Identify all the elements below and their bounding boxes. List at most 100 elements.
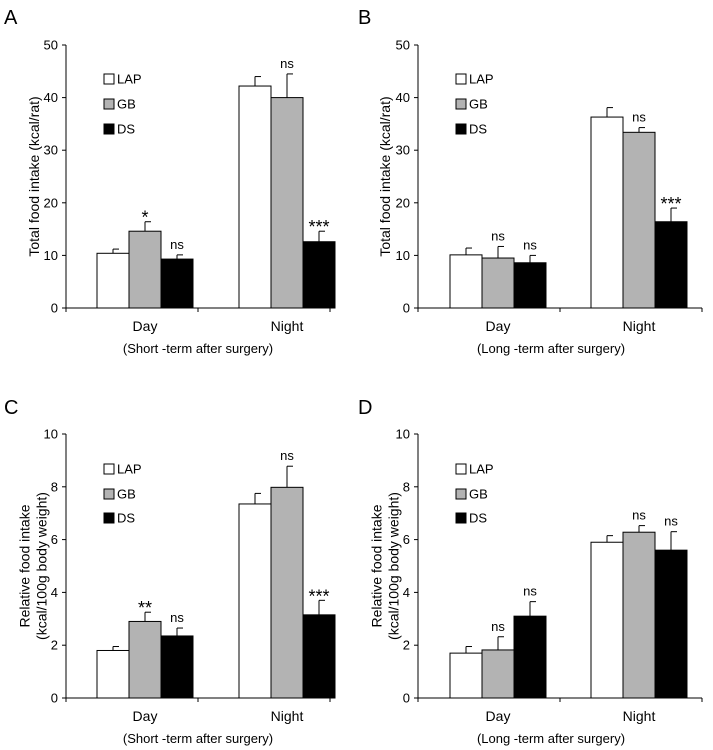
bar-gb-day [128,620,162,699]
bar-lap-day [96,252,130,309]
y-tick-label: 0 [51,301,58,316]
category-label: Night [623,708,656,724]
y-tick-label: 30 [396,143,410,158]
chart-panel-b: B 0 10 20 30 40 50 Total food intake (kcal/rat)… [358,7,703,356]
y-tick-label: 0 [403,691,410,706]
significance-label: ns [280,448,294,463]
bar-ds-day [513,262,547,309]
y-tick-label: 8 [51,479,58,494]
y-tick-label: 40 [44,90,58,105]
category-label: Day [486,318,511,334]
significance-label: ns [280,56,294,71]
bar-ds-night [302,614,336,699]
legend-label-ds: DS [469,511,487,526]
significance-label: * [141,208,148,228]
panel-letter: A [4,7,18,29]
legend-label-ds: DS [117,122,135,137]
bar-ds-day [160,635,194,699]
bar-gb-night [270,486,304,699]
bar-gb-day [481,257,515,309]
significance-label: ns [170,237,184,252]
y-axis-title: (kcal/100g body weight) [34,492,50,640]
significance-label: *** [660,194,681,214]
bar-lap-day [449,652,483,699]
bar-lap-day [96,649,130,699]
x-axis-subtitle: (Short -term after surgery) [123,731,273,746]
legend-label-ds: DS [469,122,487,137]
y-tick-label: 0 [403,301,410,316]
legend-label-gb: GB [117,97,136,112]
legend-swatch-gb [455,98,467,110]
bar-gb-day [481,649,515,699]
bar-lap-night [590,541,624,699]
legend-swatch-ds [455,123,467,135]
legend-swatch-lap [103,463,115,475]
bar-lap-day [449,254,483,309]
y-axis-title: (kcal/100g body weight) [386,492,402,640]
significance-label: *** [308,586,329,606]
significance-label: ns [491,619,505,634]
category-label: Night [623,318,656,334]
y-tick-label: 10 [396,248,410,263]
legend-label-lap: LAP [469,72,494,87]
x-axis-subtitle: (Short -term after surgery) [123,341,273,356]
bar-ds-night [654,549,688,699]
legend-swatch-gb [455,488,467,500]
bar-ds-day [513,615,547,699]
legend-swatch-lap [455,73,467,85]
chart-panel-d: D 0 2 4 6 8 10 Relative food intake (kcal/100g b… [358,397,703,746]
legend-swatch-ds [103,512,115,524]
panel-letter: C [4,397,18,419]
chart-panel-c: C 0 2 4 6 8 10 Relative food intake (kcal/100g b… [4,397,336,746]
panel-letter: D [358,397,372,419]
y-tick-label: 50 [44,38,58,53]
legend-swatch-ds [455,512,467,524]
y-tick-label: 4 [51,585,58,600]
legend-swatch-lap [103,73,115,85]
bar-ds-day [160,258,194,309]
bar-ds-night [654,221,688,309]
legend-swatch-gb [103,98,115,110]
legend-label-gb: GB [117,487,136,502]
category-label: Day [133,318,158,334]
significance-label: ns [632,110,646,125]
significance-label: ns [632,508,646,523]
significance-label: *** [308,217,329,237]
y-tick-label: 2 [51,638,58,653]
bar-lap-night [590,116,624,309]
legend-label-lap: LAP [117,462,142,477]
x-axis-subtitle: (Long -term after surgery) [477,731,625,746]
significance-label: ns [491,228,505,243]
y-tick-label: 20 [44,195,58,210]
significance-label: ns [664,514,678,529]
y-axis-title: Relative food intake [17,504,33,627]
y-tick-label: 10 [396,427,410,442]
panel-letter: B [358,7,371,29]
bar-gb-day [128,230,162,309]
y-tick-label: 6 [51,532,58,547]
y-tick-label: 20 [396,195,410,210]
y-tick-label: 10 [44,427,58,442]
bar-gb-night [622,531,656,699]
y-tick-label: 8 [403,479,410,494]
legend-label-lap: LAP [117,72,142,87]
bar-gb-night [622,131,656,309]
category-label: Day [486,708,511,724]
y-axis-title: Total food intake (kcal/rat) [377,96,393,256]
bar-lap-night [238,85,272,309]
legend-swatch-lap [455,463,467,475]
significance-label: ** [138,598,152,618]
y-tick-label: 4 [403,585,410,600]
bar-gb-night [270,97,304,309]
legend-label-gb: GB [469,487,488,502]
significance-label: ns [523,584,537,599]
bar-ds-night [302,241,336,309]
significance-label: ns [170,610,184,625]
category-label: Night [271,708,304,724]
category-label: Night [271,318,304,334]
chart-panel-a: A 0 10 20 30 40 50 Total food intake (kcal/rat)… [4,7,336,356]
significance-label: ns [523,237,537,252]
legend-label-ds: DS [117,511,135,526]
y-tick-label: 6 [403,532,410,547]
